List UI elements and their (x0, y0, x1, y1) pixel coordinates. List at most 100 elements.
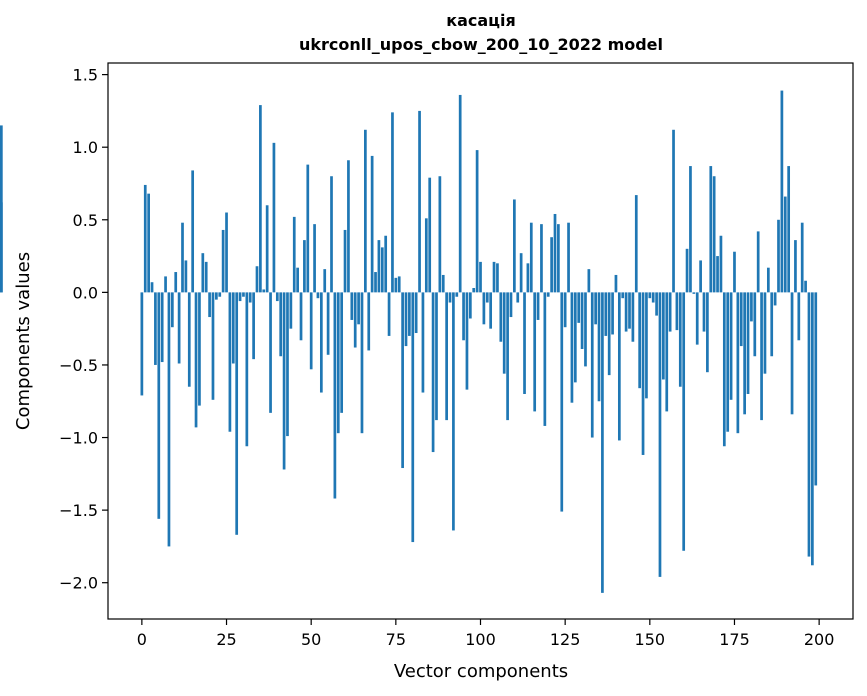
bar (763, 292, 767, 374)
bar (286, 292, 289, 437)
bar (502, 292, 506, 374)
bar (323, 269, 327, 293)
bar (482, 292, 486, 325)
bar (370, 155, 374, 293)
bar (553, 213, 557, 293)
bar (601, 292, 604, 593)
bar (790, 292, 794, 415)
bar (787, 166, 791, 293)
bar (181, 222, 184, 293)
bar (567, 222, 570, 293)
x-tick-label: 150 (635, 630, 666, 649)
bar (540, 224, 543, 293)
bar (621, 292, 625, 299)
bar (753, 292, 757, 357)
bar (638, 292, 642, 389)
bar (435, 292, 438, 421)
bars-group (0, 90, 818, 593)
x-axis-ticks: 0 25 50 75 100 125 150 175 200 (137, 619, 835, 649)
bar (658, 292, 662, 577)
bar (783, 196, 787, 293)
bar (468, 292, 472, 319)
bar (506, 292, 509, 421)
x-tick-label: 50 (301, 630, 321, 649)
x-axis-label: Vector components (394, 661, 568, 682)
bar (0, 125, 3, 293)
bar (729, 292, 733, 400)
bar (807, 292, 811, 557)
x-tick-label: 25 (216, 630, 236, 649)
x-tick-label: 100 (465, 630, 496, 649)
bar (333, 292, 337, 499)
bar (411, 292, 415, 543)
x-tick-label: 200 (804, 630, 835, 649)
chart-subtitle: ukrconll_upos_cbow_200_10_2022 model (299, 35, 663, 54)
bar (814, 292, 818, 486)
bar (431, 292, 435, 453)
bar (706, 292, 709, 373)
bar (238, 292, 242, 302)
bar (377, 240, 381, 293)
bar (245, 292, 249, 447)
bar (668, 292, 672, 332)
bar (316, 292, 320, 299)
bar (587, 269, 591, 293)
bar (756, 231, 760, 293)
bar (235, 292, 239, 535)
bar (560, 292, 564, 512)
bar (380, 247, 384, 293)
bar (259, 105, 262, 293)
bar (492, 261, 496, 293)
y-axis-label: Components values (13, 252, 34, 430)
bar (170, 292, 174, 328)
bar (211, 292, 215, 400)
y-tick-label: 0.0 (73, 283, 98, 302)
bar (275, 292, 279, 302)
bar (563, 292, 567, 328)
bar (306, 164, 310, 293)
bar (736, 292, 740, 434)
bar (685, 248, 689, 293)
bar (519, 253, 523, 293)
bar (573, 292, 577, 383)
bar (631, 292, 635, 342)
bar (350, 292, 354, 320)
bar (533, 292, 537, 412)
bar (387, 292, 391, 336)
bar (357, 292, 360, 325)
bar (167, 292, 171, 547)
bar (590, 292, 594, 438)
bar (225, 212, 228, 293)
bar (665, 292, 669, 412)
bar (248, 292, 252, 303)
bar (336, 292, 340, 434)
bar (526, 263, 530, 293)
bar (641, 292, 645, 455)
bar (536, 292, 540, 320)
bar (313, 224, 316, 293)
bar (147, 193, 150, 293)
bar (204, 261, 208, 293)
bar (496, 263, 499, 293)
bar (367, 292, 371, 351)
bar (289, 292, 293, 329)
bar (651, 292, 655, 303)
bar (418, 110, 421, 293)
bar (394, 277, 398, 293)
bar (794, 240, 797, 293)
bar (397, 276, 401, 293)
bar (777, 219, 780, 293)
bar (499, 292, 503, 342)
bar (201, 253, 205, 293)
bar (712, 176, 716, 293)
bar (455, 292, 459, 297)
bar (164, 276, 167, 293)
bar (296, 267, 299, 293)
bar (489, 292, 493, 329)
bar (716, 256, 719, 293)
bar (655, 292, 658, 316)
bar (597, 292, 601, 402)
bar (543, 292, 547, 426)
bar (682, 292, 686, 551)
